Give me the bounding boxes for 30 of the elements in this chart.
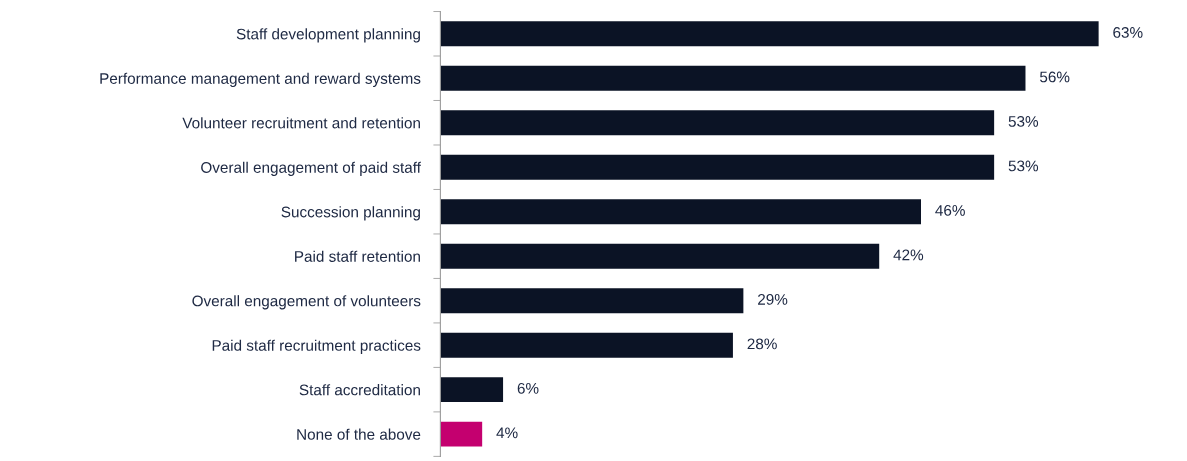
bar xyxy=(440,288,744,314)
y-tick-label: Paid staff retention xyxy=(295,250,420,262)
bar xyxy=(440,332,733,358)
data-label: 4% xyxy=(496,427,518,439)
y-tick-label: Succession planning xyxy=(281,206,420,221)
y-tick-label: Overall engagement of paid staff xyxy=(201,161,421,176)
y-tick-label: Performance management and reward systems xyxy=(100,72,421,87)
data-label: 63% xyxy=(1113,27,1143,38)
data-label: 28% xyxy=(747,338,777,350)
y-tick-label: Paid staff recruitment practices xyxy=(212,339,421,354)
y-tick-label: Volunteer recruitment and retention xyxy=(182,117,420,129)
bar xyxy=(440,65,1026,91)
y-tick-label: Staff accreditation xyxy=(299,384,420,396)
bar xyxy=(440,199,921,225)
bar xyxy=(440,21,1099,47)
bar xyxy=(440,110,995,136)
data-label: 53% xyxy=(1008,160,1039,172)
y-tick-label: Staff development planning xyxy=(236,28,420,43)
data-label: 6% xyxy=(517,382,539,394)
data-label: 42% xyxy=(893,249,924,261)
data-label: 46% xyxy=(935,205,965,216)
data-label: 56% xyxy=(1039,71,1070,83)
data-label: 53% xyxy=(1008,116,1039,127)
data-label: 29% xyxy=(758,293,788,305)
bar xyxy=(440,243,880,269)
bar xyxy=(440,421,483,447)
bar xyxy=(440,377,504,403)
y-tick-label: Overall engagement of volunteers xyxy=(192,295,421,310)
bar xyxy=(440,154,995,180)
y-tick-label: None of the above xyxy=(297,428,421,440)
